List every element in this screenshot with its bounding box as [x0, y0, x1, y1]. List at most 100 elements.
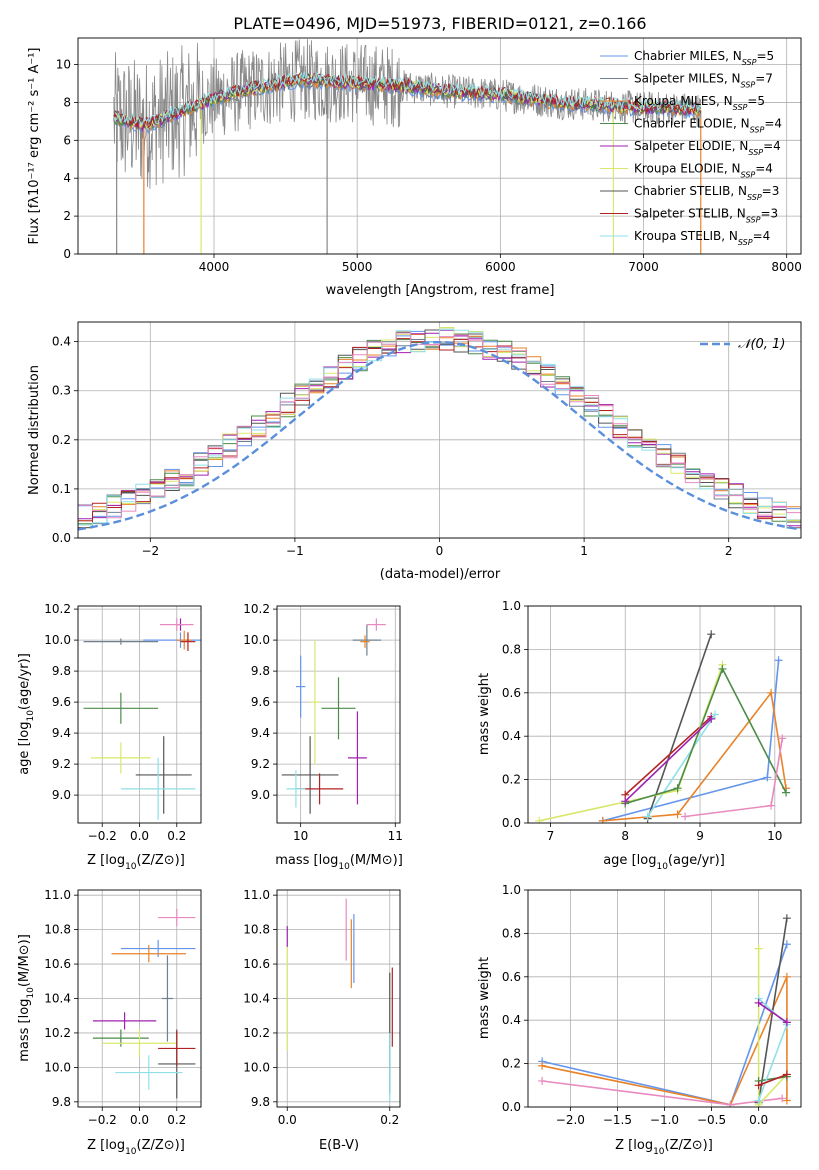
histogram-step-line [78, 338, 801, 529]
y-tick-label: 9.8 [251, 664, 270, 678]
y-tick-label: 9.2 [251, 757, 270, 771]
legend-label: 𝒩(0, 1) [738, 337, 785, 352]
y-tick-label: 10 [56, 58, 71, 72]
x-tick-label: 6000 [485, 260, 516, 274]
x-tick-label: −0.2 [88, 829, 117, 843]
weight-marker [538, 1061, 547, 1070]
y-tick-label: 9.8 [251, 1095, 270, 1109]
model-spectrum-line [113, 73, 702, 133]
weight-marker [718, 664, 727, 673]
weight-marker [782, 788, 791, 797]
y-tick-label: 10.0 [44, 633, 71, 647]
x-tick-label: 8 [621, 829, 629, 843]
y-tick-label: 10.8 [243, 923, 270, 937]
y-tick-label: 0.3 [52, 384, 71, 398]
weight-marker [710, 710, 719, 719]
normal-reference-curve [78, 340, 801, 531]
observed-spectrum-line [113, 39, 702, 189]
weight-line [758, 1073, 788, 1087]
weight-age-ylabel: mass weight [477, 673, 492, 755]
x-tick-label: −1.0 [650, 1113, 679, 1127]
x-tick-label: −1 [286, 544, 304, 558]
y-tick-label: 0.6 [502, 970, 521, 984]
histogram-frame [77, 321, 802, 539]
y-tick-label: 0.8 [502, 642, 521, 656]
weight-line [758, 1075, 788, 1082]
age_vs_Z-marks [83, 618, 201, 820]
weight-line [624, 718, 712, 802]
x-tick-label: −2 [141, 544, 159, 558]
y-tick-label: 10.2 [44, 1026, 71, 1040]
weight-line [758, 1002, 788, 1024]
legend-label: Chabrier ELODIE, NSSP=4 [634, 117, 782, 135]
y-tick-label: 0.0 [52, 531, 71, 545]
y-tick-label: 10.6 [44, 957, 71, 971]
x-tick-label: 7000 [628, 260, 659, 274]
mass_vs_Z-marks [92, 908, 196, 1099]
y-tick-label: 10.2 [243, 1026, 270, 1040]
x-tick-label: 10 [293, 829, 308, 843]
y-tick-label: 10.8 [44, 923, 71, 937]
weight-marker [754, 998, 763, 1007]
legend-label: Kroupa STELIB, NSSP=4 [634, 229, 770, 247]
y-tick-label: 8 [63, 95, 71, 109]
y-tick-label: 10.6 [243, 957, 270, 971]
y-tick-label: 11.0 [243, 888, 270, 902]
x-tick-label: 1 [580, 544, 588, 558]
y-tick-label: 0.2 [52, 433, 71, 447]
massweight_vs_Z-marks [538, 914, 791, 1107]
histogram-ylabel: Normed distribution [27, 365, 42, 495]
age_vs_mass-frame [276, 605, 401, 824]
y-tick-label: 0 [63, 247, 71, 261]
weight-marker [767, 801, 776, 810]
weight-marker [782, 940, 791, 949]
weight-age-xlabel: age [log10(age/yr)] [603, 853, 725, 872]
mass-z-ylabel: mass [log10(M/M⊙)] [17, 934, 36, 1062]
mass_vs_Z-axes: −0.2 0.0 0.2 9.8 10.0 10.2 10.4 10.6 10.8 11.0 [44, 888, 201, 1127]
y-tick-label: 1.0 [502, 883, 521, 897]
mass_vs_ebv-axes: 0.0 0.2 9.8 10.0 10.2 10.4 10.6 10.8 11.0 [243, 888, 400, 1127]
mass-z-xlabel: Z [log10(Z/Z⊙)] [87, 1138, 185, 1157]
weight-marker [782, 1018, 791, 1027]
y-tick-label: 0.0 [502, 816, 521, 830]
weight-line [541, 1080, 783, 1106]
mass-ebv-xlabel: E(B-V) [319, 1138, 359, 1153]
y-tick-label: 0.6 [502, 686, 521, 700]
y-tick-label: 0.2 [502, 773, 521, 787]
x-tick-label: −2.0 [556, 1113, 585, 1127]
y-tick-label: 10.0 [44, 1060, 71, 1074]
age_vs_mass-axes: 10 11 9.0 9.2 9.4 9.6 9.8 10.0 10.2 [243, 602, 403, 843]
weight-marker [643, 812, 652, 821]
spectrum-lines [113, 39, 702, 254]
histogram-xlabel: (data-model)/error [380, 567, 501, 582]
x-tick-label: 11 [388, 829, 403, 843]
age-z-xlabel: Z [log10(Z/Z⊙)] [87, 853, 185, 872]
weight-marker [538, 1076, 547, 1085]
x-tick-label: 5000 [342, 260, 373, 274]
y-tick-label: 10.0 [243, 633, 270, 647]
y-tick-label: 9.0 [251, 788, 270, 802]
massweight_vs_Z-axes: −2.0 −1.5 −1.0 −0.5 0.0 0.0 0.2 0.4 0.6 0.8 1.0 [502, 883, 801, 1127]
weight-marker [681, 812, 690, 821]
x-tick-label: −0.5 [697, 1113, 726, 1127]
weight-marker [598, 816, 607, 823]
age-z-ylabel: age [log10(age/yr)] [17, 653, 36, 775]
y-tick-label: 9.4 [52, 726, 71, 740]
weight-marker [778, 734, 787, 743]
weight-marker [763, 773, 772, 782]
weight-marker [726, 1100, 735, 1107]
weight-marker [707, 630, 716, 639]
weight-marker [782, 972, 791, 981]
weight-marker [767, 688, 776, 697]
mass_vs_ebv-marks [286, 898, 393, 1102]
y-tick-label: 10.4 [44, 992, 71, 1006]
legend-label: Kroupa MILES, NSSP=5 [634, 94, 765, 112]
figure-title: PLATE=0496, MJD=51973, FIBERID=0121, z=0… [233, 14, 646, 33]
y-tick-label: 4 [63, 171, 71, 185]
legend-label: Kroupa ELODIE, NSSP=4 [634, 162, 773, 180]
x-tick-label: 9 [696, 829, 704, 843]
x-tick-label: 0 [436, 544, 444, 558]
y-tick-label: 0.4 [502, 729, 521, 743]
histogram-lines [78, 327, 801, 531]
weight-z-ylabel: mass weight [477, 957, 492, 1039]
